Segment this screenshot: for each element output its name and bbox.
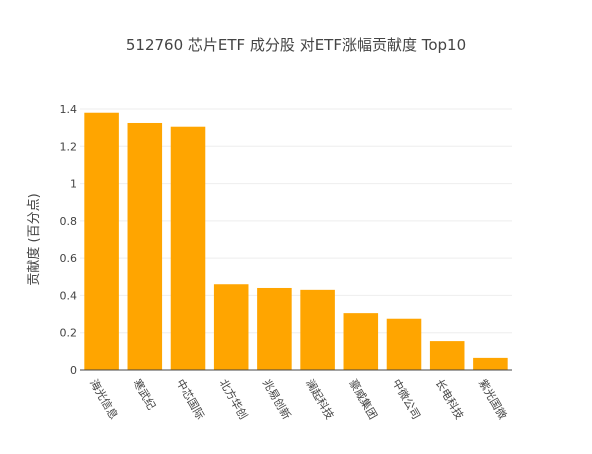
x-tick-label: 兆易创新	[260, 377, 294, 422]
bar[interactable]	[300, 289, 335, 370]
y-tick-label: 0.2	[60, 327, 78, 340]
x-tick-label: 紫光国微	[476, 377, 510, 422]
y-axis-title: 贡献度 (百分点)	[26, 193, 42, 285]
x-tick-label: 海光信息	[87, 377, 121, 422]
y-axis-ticks: 0 0.2 0.4 0.6 0.8 1 1.2 1.4	[60, 103, 78, 377]
bar[interactable]	[257, 287, 292, 370]
bar[interactable]	[127, 122, 163, 370]
x-tick-label: 中微公司	[389, 377, 423, 422]
bar[interactable]	[429, 341, 465, 370]
bar[interactable]	[343, 313, 379, 370]
y-tick-label: 0.8	[60, 215, 78, 228]
y-tick-label: 0	[70, 364, 77, 377]
bar[interactable]	[213, 284, 249, 370]
x-tick-label: 长电科技	[433, 377, 467, 422]
bars	[84, 112, 508, 370]
y-tick-label: 1	[70, 178, 77, 191]
x-axis-labels: 海光信息 寒武纪 中芯国际 北方华创 兆易创新 澜起科技 豪威集团 中微公司 长电科技 紫光国微	[87, 377, 510, 422]
bar[interactable]	[386, 318, 422, 370]
x-tick-label: 北方华创	[217, 377, 251, 422]
x-tick-label: 豪威集团	[346, 377, 380, 422]
y-tick-label: 1.4	[60, 103, 78, 116]
bar[interactable]	[473, 357, 508, 370]
chart-title: 512760 芯片ETF 成分股 对ETF涨幅贡献度 Top10	[126, 36, 466, 54]
bar[interactable]	[170, 126, 206, 370]
x-tick-label: 中芯国际	[173, 377, 207, 422]
x-tick-label: 澜起科技	[303, 377, 337, 422]
bar[interactable]	[84, 112, 119, 370]
x-tick-label: 寒武纪	[130, 377, 159, 413]
y-tick-label: 0.4	[60, 289, 78, 302]
y-tick-label: 0.6	[60, 252, 78, 265]
y-tick-label: 1.2	[60, 140, 78, 153]
